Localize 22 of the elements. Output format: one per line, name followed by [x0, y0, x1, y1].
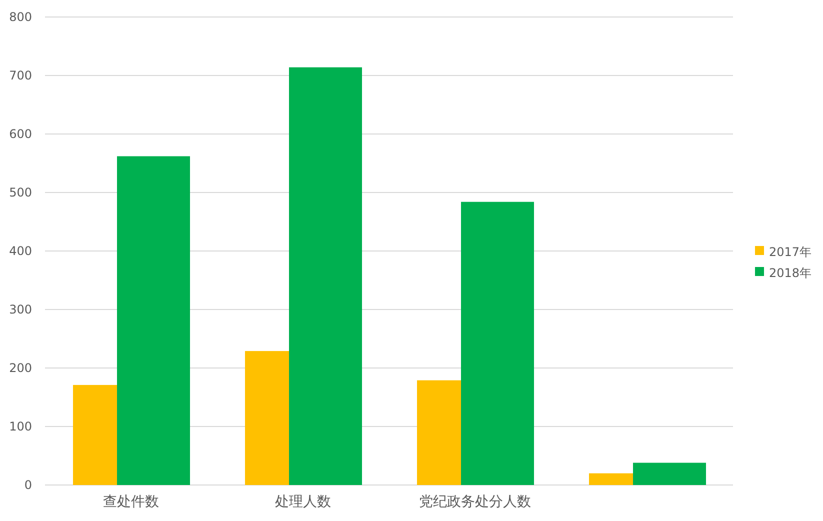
bar: [633, 462, 706, 485]
bar: [289, 67, 362, 485]
y-tick-label: 500: [9, 186, 32, 200]
y-tick-label: 600: [9, 127, 32, 141]
y-tick-label: 800: [9, 10, 32, 24]
legend-label: 2018年: [769, 266, 812, 280]
bar: [245, 351, 289, 485]
y-tick-label: 200: [9, 361, 32, 375]
y-tick-label: 400: [9, 244, 32, 258]
legend-label: 2017年: [769, 245, 812, 259]
y-tick-label: 100: [9, 420, 32, 434]
x-tick-label: 查处件数: [103, 494, 159, 510]
bar: [73, 384, 117, 485]
bar: [589, 473, 633, 485]
x-tick-label: 处理人数: [275, 494, 331, 510]
y-tick-label: 300: [9, 302, 32, 316]
y-tick-label: 0: [24, 478, 32, 492]
x-tick-label: 党纪政务处分人数: [419, 494, 531, 510]
bar: [117, 156, 190, 485]
bar: [461, 202, 534, 485]
y-tick-label: 700: [9, 68, 32, 82]
bar: [417, 380, 461, 485]
